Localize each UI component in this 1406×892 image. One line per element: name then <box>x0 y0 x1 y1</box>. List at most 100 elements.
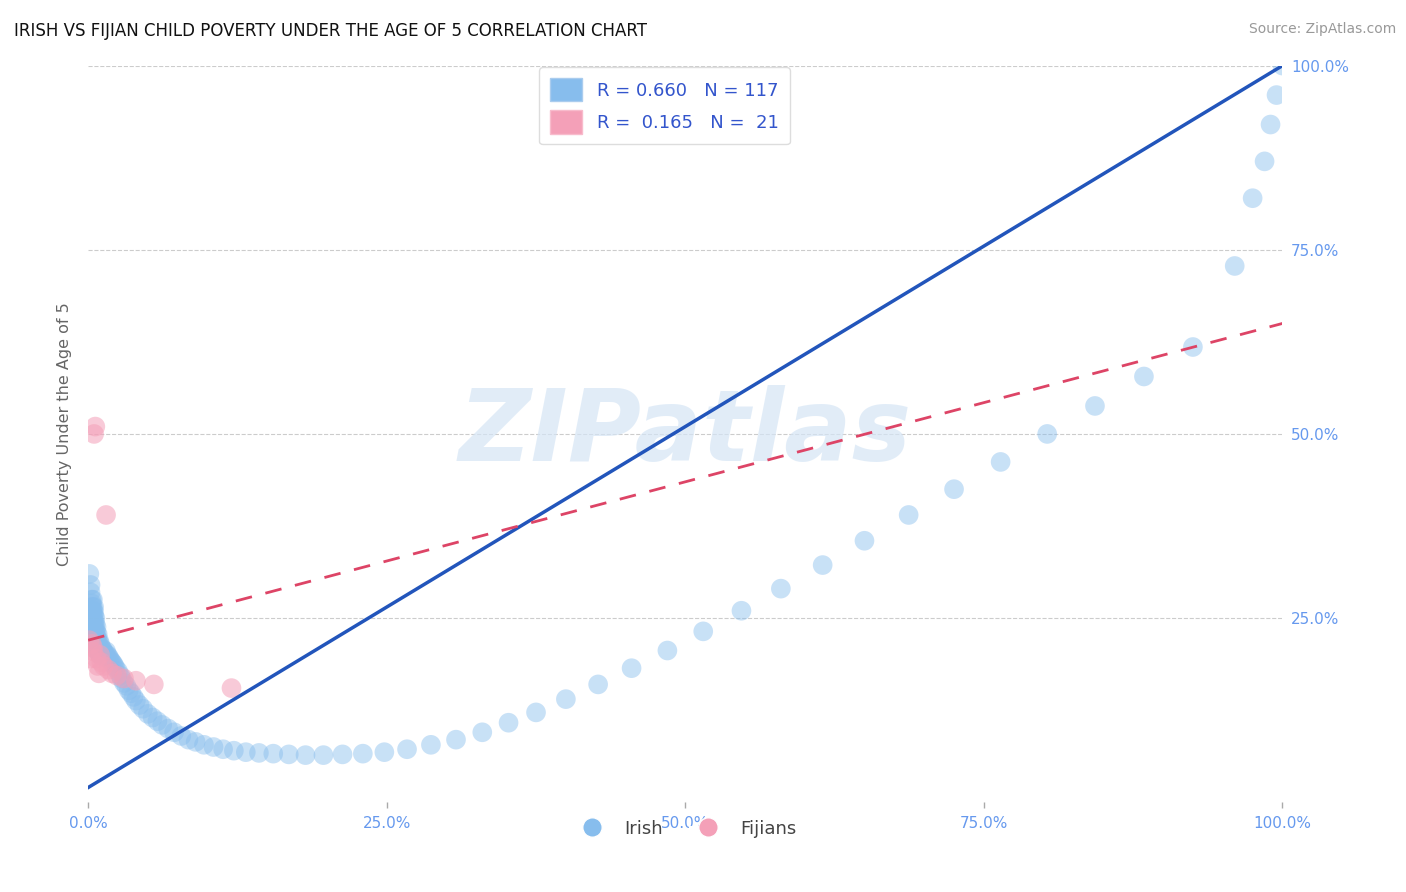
Point <box>83 605 105 619</box>
Point <box>79 651 101 665</box>
Point <box>163 725 186 739</box>
Point <box>471 725 494 739</box>
Point <box>86 627 108 641</box>
Point <box>82 607 104 622</box>
Point <box>125 673 148 688</box>
Point <box>444 732 467 747</box>
Point <box>82 640 104 655</box>
Point <box>80 637 103 651</box>
Point <box>136 706 159 721</box>
Point <box>86 633 108 648</box>
Point <box>193 738 215 752</box>
Legend: Irish, Fijians: Irish, Fijians <box>567 813 804 845</box>
Point <box>222 744 245 758</box>
Point <box>657 643 679 657</box>
Point <box>82 604 104 618</box>
Point <box>83 618 105 632</box>
Point <box>125 693 148 707</box>
Point <box>118 683 141 698</box>
Point <box>87 666 110 681</box>
Point <box>769 582 792 596</box>
Point <box>87 639 110 653</box>
Point <box>1241 191 1264 205</box>
Point <box>277 747 299 762</box>
Point <box>80 600 103 615</box>
Point <box>396 742 419 756</box>
Point <box>1265 88 1288 103</box>
Point <box>82 600 104 615</box>
Point <box>897 508 920 522</box>
Point <box>262 747 284 761</box>
Point <box>498 715 520 730</box>
Point <box>86 639 108 653</box>
Point <box>83 600 105 615</box>
Point <box>132 702 155 716</box>
Point <box>84 617 107 632</box>
Point <box>100 654 122 668</box>
Point <box>82 592 104 607</box>
Point <box>86 637 108 651</box>
Point <box>943 482 966 496</box>
Point <box>93 649 115 664</box>
Point <box>101 655 124 669</box>
Point <box>86 632 108 646</box>
Point <box>80 604 103 618</box>
Point <box>170 729 193 743</box>
Point <box>142 710 165 724</box>
Point <box>120 686 142 700</box>
Point <box>83 622 105 636</box>
Point <box>110 672 132 686</box>
Point <box>94 508 117 522</box>
Point <box>104 661 127 675</box>
Point <box>101 666 124 681</box>
Point <box>146 714 169 729</box>
Point <box>586 677 609 691</box>
Point <box>419 738 441 752</box>
Point <box>86 644 108 658</box>
Point <box>84 632 107 646</box>
Point <box>332 747 354 762</box>
Point <box>692 624 714 639</box>
Point <box>112 672 135 686</box>
Point <box>89 642 111 657</box>
Point <box>107 664 129 678</box>
Point <box>112 676 135 690</box>
Point <box>98 651 121 665</box>
Point <box>87 644 110 658</box>
Point <box>93 659 115 673</box>
Point <box>110 668 132 682</box>
Point <box>96 648 118 662</box>
Point <box>157 722 180 736</box>
Point <box>212 742 235 756</box>
Point <box>84 622 107 636</box>
Point <box>80 592 103 607</box>
Point <box>1181 340 1204 354</box>
Point <box>373 745 395 759</box>
Point <box>90 655 112 669</box>
Point <box>79 566 101 581</box>
Point <box>524 706 547 720</box>
Point <box>83 630 105 644</box>
Point <box>202 739 225 754</box>
Point <box>103 659 125 673</box>
Point <box>94 649 117 664</box>
Text: Source: ZipAtlas.com: Source: ZipAtlas.com <box>1249 22 1396 37</box>
Point <box>82 611 104 625</box>
Point <box>1260 118 1282 132</box>
Point <box>84 419 107 434</box>
Point <box>352 747 374 761</box>
Point <box>730 604 752 618</box>
Point <box>83 426 105 441</box>
Point <box>89 648 111 662</box>
Point <box>142 677 165 691</box>
Point <box>93 644 115 658</box>
Point <box>94 647 117 661</box>
Point <box>620 661 643 675</box>
Point <box>83 615 105 629</box>
Point <box>87 633 110 648</box>
Point <box>86 620 108 634</box>
Point <box>94 644 117 658</box>
Point <box>128 698 150 712</box>
Point <box>221 681 243 695</box>
Point <box>82 644 104 658</box>
